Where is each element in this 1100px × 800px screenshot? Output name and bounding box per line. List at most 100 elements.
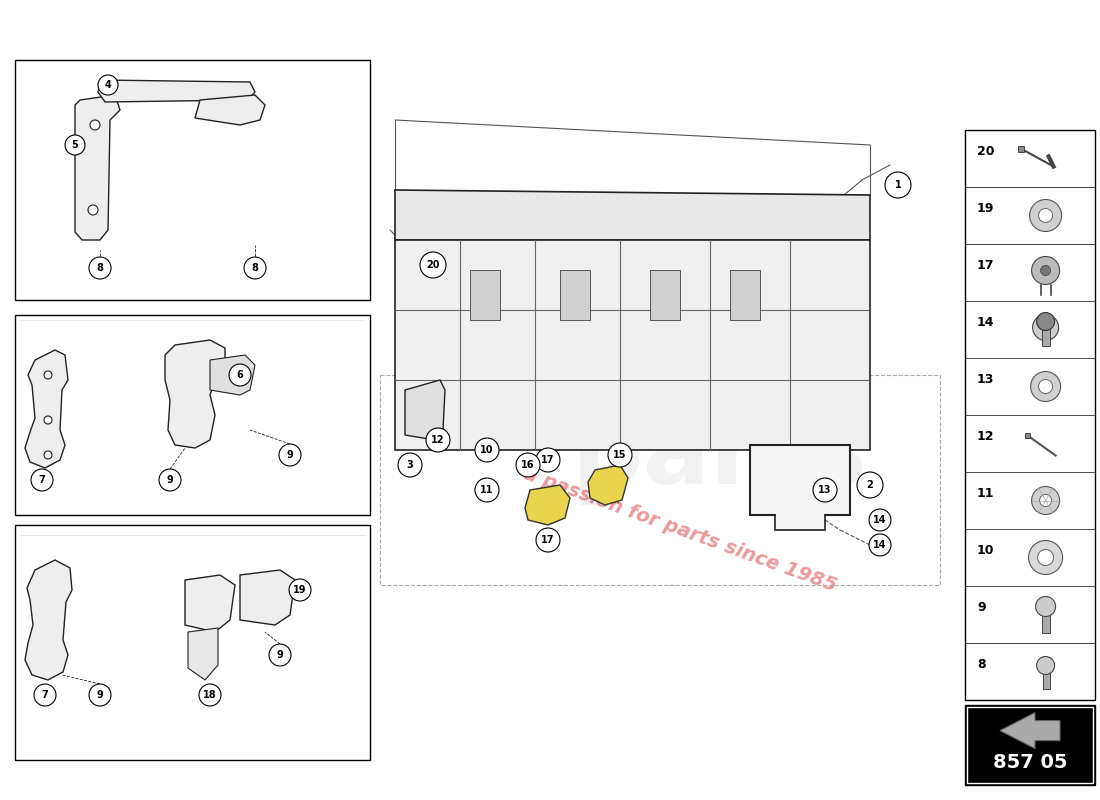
Text: 18: 18 [204, 690, 217, 700]
Circle shape [426, 428, 450, 452]
Polygon shape [165, 340, 226, 448]
Circle shape [44, 451, 52, 459]
Circle shape [1028, 541, 1063, 574]
Circle shape [279, 444, 301, 466]
Bar [1018, 146, 1024, 151]
Circle shape [89, 684, 111, 706]
Bar [967, 707, 1093, 783]
Text: 4: 4 [104, 80, 111, 90]
Circle shape [536, 528, 560, 552]
Circle shape [516, 453, 540, 477]
Polygon shape [525, 485, 570, 525]
Circle shape [244, 257, 266, 279]
Text: 8: 8 [97, 263, 103, 273]
Circle shape [420, 252, 446, 278]
Circle shape [1036, 657, 1055, 674]
Circle shape [1040, 494, 1052, 506]
Text: 11: 11 [481, 485, 494, 495]
Bar [965, 705, 1094, 785]
Bar [470, 270, 500, 320]
Polygon shape [185, 575, 235, 632]
Text: 12: 12 [977, 430, 994, 443]
Text: 6: 6 [236, 370, 243, 380]
Polygon shape [188, 628, 218, 680]
Polygon shape [25, 350, 68, 468]
Circle shape [813, 478, 837, 502]
Bar [965, 130, 1094, 700]
Circle shape [1038, 209, 1053, 222]
Circle shape [1036, 313, 1055, 330]
Circle shape [475, 438, 499, 462]
Bar [15, 315, 370, 515]
Text: 13: 13 [977, 373, 994, 386]
Polygon shape [240, 570, 295, 625]
Text: a passion for parts since 1985: a passion for parts since 1985 [521, 464, 839, 596]
Circle shape [1035, 597, 1056, 617]
Polygon shape [98, 80, 255, 102]
Bar [379, 375, 940, 585]
Circle shape [270, 644, 292, 666]
Text: 19: 19 [977, 202, 994, 215]
Circle shape [1031, 371, 1060, 402]
Text: 10: 10 [481, 445, 494, 455]
Bar [1043, 670, 1049, 689]
Circle shape [1041, 266, 1050, 275]
Polygon shape [405, 380, 446, 440]
Circle shape [229, 364, 251, 386]
Text: 14: 14 [977, 316, 994, 329]
Circle shape [44, 416, 52, 424]
Text: 3: 3 [407, 460, 414, 470]
Circle shape [886, 172, 911, 198]
Circle shape [1038, 379, 1053, 394]
Circle shape [1032, 257, 1059, 285]
Text: 16: 16 [521, 460, 535, 470]
Circle shape [1030, 199, 1062, 231]
Text: 9: 9 [977, 601, 986, 614]
Circle shape [44, 371, 52, 379]
Circle shape [869, 534, 891, 556]
Circle shape [31, 469, 53, 491]
Bar [1024, 433, 1030, 438]
Circle shape [475, 478, 499, 502]
Circle shape [65, 135, 85, 155]
Polygon shape [395, 240, 870, 450]
Circle shape [90, 120, 100, 130]
Text: 8: 8 [977, 658, 986, 671]
Text: 1: 1 [894, 180, 901, 190]
Circle shape [34, 684, 56, 706]
Text: 7: 7 [39, 475, 45, 485]
Text: 10: 10 [977, 544, 994, 557]
Text: 15: 15 [614, 450, 627, 460]
Text: 2: 2 [867, 480, 873, 490]
Text: 9: 9 [166, 475, 174, 485]
Circle shape [199, 684, 221, 706]
Polygon shape [75, 95, 120, 240]
Circle shape [398, 453, 422, 477]
Circle shape [1037, 550, 1054, 566]
Text: 12: 12 [431, 435, 444, 445]
Text: 857 05: 857 05 [992, 753, 1067, 772]
Bar [1042, 327, 1049, 346]
Polygon shape [25, 560, 72, 680]
Text: 11: 11 [977, 487, 994, 500]
Text: 19: 19 [294, 585, 307, 595]
Bar [15, 525, 370, 760]
Bar [730, 270, 760, 320]
Text: 9: 9 [287, 450, 294, 460]
Bar [560, 270, 590, 320]
Circle shape [88, 205, 98, 215]
Text: 9: 9 [97, 690, 103, 700]
Circle shape [608, 443, 632, 467]
Bar [15, 60, 370, 300]
Polygon shape [395, 190, 870, 240]
Text: 7: 7 [42, 690, 48, 700]
Text: euro
parts: euro parts [572, 295, 868, 505]
Polygon shape [750, 445, 850, 530]
Bar [1042, 613, 1049, 633]
Polygon shape [210, 355, 255, 395]
Text: 8: 8 [252, 263, 258, 273]
Polygon shape [588, 465, 628, 505]
Text: 14: 14 [873, 515, 887, 525]
Circle shape [89, 257, 111, 279]
Circle shape [869, 509, 891, 531]
